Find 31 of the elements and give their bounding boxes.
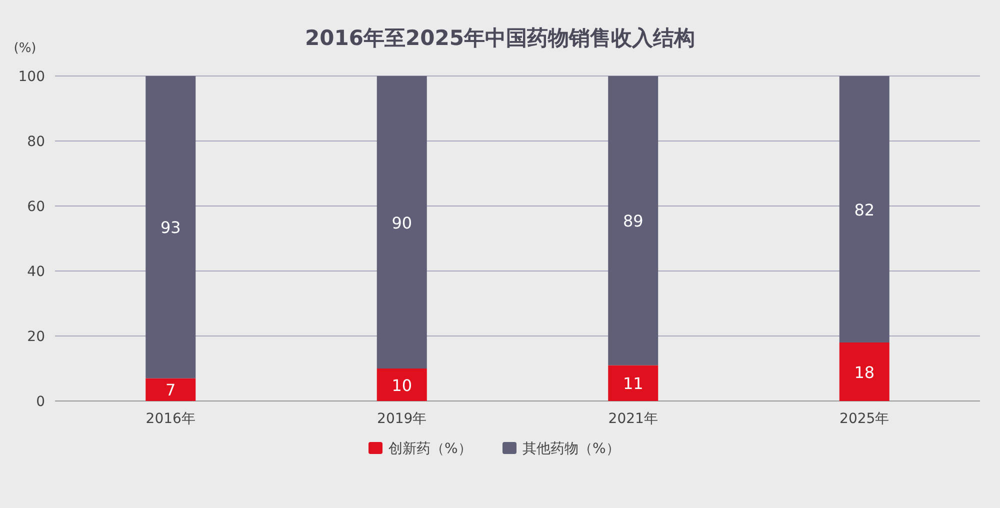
y-tick-label: 20 [27, 329, 45, 345]
data-label: 89 [622, 212, 644, 231]
y-tick-label: 60 [27, 199, 45, 215]
bar [146, 76, 196, 378]
data-label: 11 [622, 374, 644, 394]
data-label: 82 [854, 200, 875, 220]
bar [608, 365, 658, 401]
y-tick-label: 100 [18, 69, 45, 85]
bar [839, 76, 890, 342]
bar [376, 76, 427, 368]
data-label: 93 [160, 218, 181, 238]
y-axis-title: (%) [14, 41, 36, 56]
y-tick-label: 80 [27, 134, 45, 150]
y-tick-label: 0 [36, 394, 45, 410]
x-tick-label: 2019年 [377, 411, 427, 427]
data-label: 10 [392, 376, 412, 395]
bar [608, 76, 658, 366]
y-tick-label: 40 [27, 264, 45, 280]
bar [839, 342, 890, 401]
data-label: 7 [166, 380, 176, 400]
创新药（%）: 7 10 11 18 [146, 342, 890, 401]
x-tick-label: 2021年 [608, 411, 658, 427]
x-tick-label: 2016年 [146, 411, 196, 427]
legend-label: 创新药（%） [388, 441, 472, 457]
x-tick-label: 2025年 [840, 411, 890, 427]
data-label: 90 [392, 213, 412, 232]
legend-label: 其他药物（%） [522, 441, 620, 457]
bar [146, 378, 196, 401]
chart-title: 2016年至2025年中国药物销售收入结构 [305, 26, 695, 50]
bar [376, 368, 427, 401]
data-label: 18 [854, 362, 875, 382]
